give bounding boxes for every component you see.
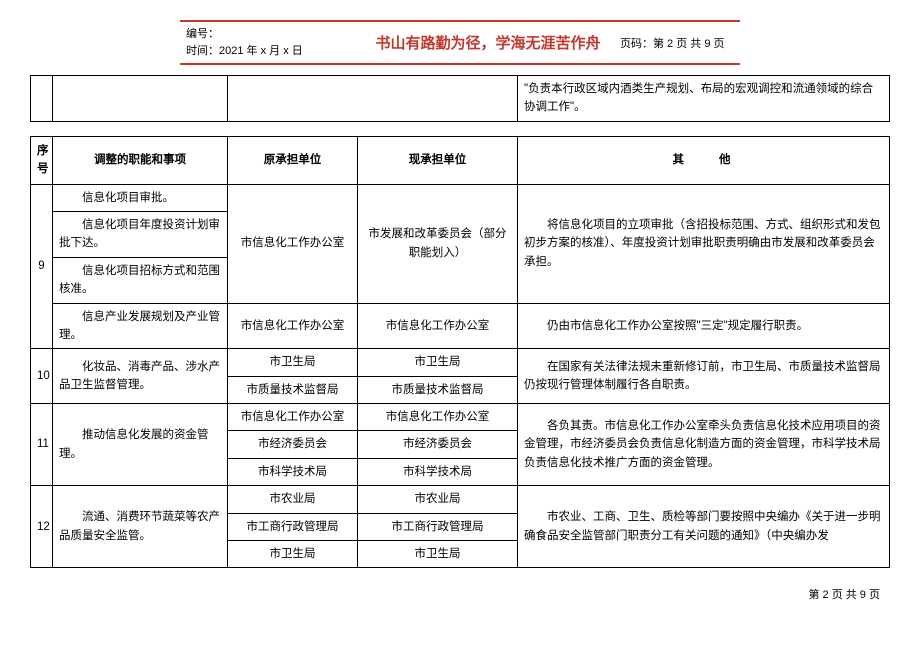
curr-cell: 市信息化工作办公室	[358, 303, 518, 349]
col-func: 调整的职能和事项	[53, 136, 228, 184]
frag-cell-1	[31, 76, 53, 122]
other-cell: 将信息化项目的立项审批（含招投标范围、方式、组织形式和发包初步方案的核准）、年度…	[518, 184, 890, 303]
col-orig: 原承担单位	[228, 136, 358, 184]
table-header-row: 序号 调整的职能和事项 原承担单位 现承担单位 其 他	[31, 136, 890, 184]
func-cell: 信息化项目年度投资计划审批下达。	[53, 211, 228, 257]
orig-cell: 市信息化工作办公室	[228, 404, 358, 431]
other-cell: 在国家有关法律法规未重新修订前，市卫生局、市质量技术监督局仍按现行管理体制履行各…	[518, 349, 890, 404]
seq-cell: 9	[31, 184, 53, 349]
curr-cell: 市质量技术监督局	[358, 376, 518, 403]
other-cell: 市农业、工商、卫生、质检等部门要按照中央编办《关于进一步明确食品安全监管部门职责…	[518, 486, 890, 568]
seq-cell: 10	[31, 349, 53, 404]
orig-cell: 市质量技术监督局	[228, 376, 358, 403]
seq-cell: 11	[31, 404, 53, 486]
col-seq: 序号	[31, 136, 53, 184]
col-other: 其 他	[518, 136, 890, 184]
curr-cell: 市工商行政管理局	[358, 513, 518, 540]
doc-time: 时间：2021 年 x 月 x 日	[186, 43, 356, 60]
orig-cell: 市科学技术局	[228, 458, 358, 485]
orig-cell: 市信息化工作办公室	[228, 303, 358, 349]
header-page: 页码：第 2 页 共 9 页	[620, 35, 740, 51]
frag-cell-3	[228, 76, 518, 122]
curr-cell: 市科学技术局	[358, 458, 518, 485]
frag-cell-2	[53, 76, 228, 122]
orig-cell: 市信息化工作办公室	[228, 184, 358, 303]
func-cell: 流通、消费环节蔬菜等农产品质量安全监管。	[53, 486, 228, 568]
func-cell: 推动信息化发展的资金管理。	[53, 404, 228, 486]
top-fragment-table: "负责本行政区域内酒类生产规划、布局的宏观调控和流通领域的综合协调工作"。	[30, 75, 890, 122]
frag-cell-other: "负责本行政区域内酒类生产规划、布局的宏观调控和流通领域的综合协调工作"。	[518, 76, 890, 122]
curr-cell: 市卫生局	[358, 541, 518, 568]
table-row: 9 信息化项目审批。 市信息化工作办公室 市发展和改革委员会（部分职能划入） 将…	[31, 184, 890, 211]
doc-id: 编号：	[186, 26, 356, 43]
curr-cell: 市信息化工作办公室	[358, 404, 518, 431]
page-footer: 第 2 页 共 9 页	[30, 586, 890, 602]
table-row: 信息产业发展规划及产业管理。 市信息化工作办公室 市信息化工作办公室 仍由市信息…	[31, 303, 890, 349]
orig-cell: 市卫生局	[228, 349, 358, 376]
orig-cell: 市经济委员会	[228, 431, 358, 458]
func-cell: 化妆品、消毒产品、涉水产品卫生监督管理。	[53, 349, 228, 404]
main-table: 序号 调整的职能和事项 原承担单位 现承担单位 其 他 9 信息化项目审批。 市…	[30, 136, 890, 569]
other-cell: 各负其责。市信息化工作办公室牵头负责信息化技术应用项目的资金管理，市经济委员会负…	[518, 404, 890, 486]
curr-cell: 市卫生局	[358, 349, 518, 376]
func-cell: 信息化项目招标方式和范围核准。	[53, 257, 228, 303]
curr-cell: 市经济委员会	[358, 431, 518, 458]
seq-cell: 12	[31, 486, 53, 568]
orig-cell: 市卫生局	[228, 541, 358, 568]
curr-cell: 市农业局	[358, 486, 518, 513]
table-row: "负责本行政区域内酒类生产规划、布局的宏观调控和流通领域的综合协调工作"。	[31, 76, 890, 122]
orig-cell: 市农业局	[228, 486, 358, 513]
header-left: 编号： 时间：2021 年 x 月 x 日	[180, 26, 356, 59]
header-motto: 书山有路勤为径，学海无涯苦作舟	[356, 32, 620, 53]
func-cell: 信息化项目审批。	[53, 184, 228, 211]
other-cell: 仍由市信息化工作办公室按照"三定"规定履行职责。	[518, 303, 890, 349]
func-cell: 信息产业发展规划及产业管理。	[53, 303, 228, 349]
table-row: 12 流通、消费环节蔬菜等农产品质量安全监管。 市农业局 市农业局 市农业、工商…	[31, 486, 890, 513]
orig-cell: 市工商行政管理局	[228, 513, 358, 540]
header-line: 编号： 时间：2021 年 x 月 x 日 书山有路勤为径，学海无涯苦作舟 页码…	[180, 20, 740, 65]
table-row: 11 推动信息化发展的资金管理。 市信息化工作办公室 市信息化工作办公室 各负其…	[31, 404, 890, 431]
curr-cell: 市发展和改革委员会（部分职能划入）	[358, 184, 518, 303]
page-header: 编号： 时间：2021 年 x 月 x 日 书山有路勤为径，学海无涯苦作舟 页码…	[180, 20, 740, 65]
table-row: 10 化妆品、消毒产品、涉水产品卫生监督管理。 市卫生局 市卫生局 在国家有关法…	[31, 349, 890, 376]
col-curr: 现承担单位	[358, 136, 518, 184]
